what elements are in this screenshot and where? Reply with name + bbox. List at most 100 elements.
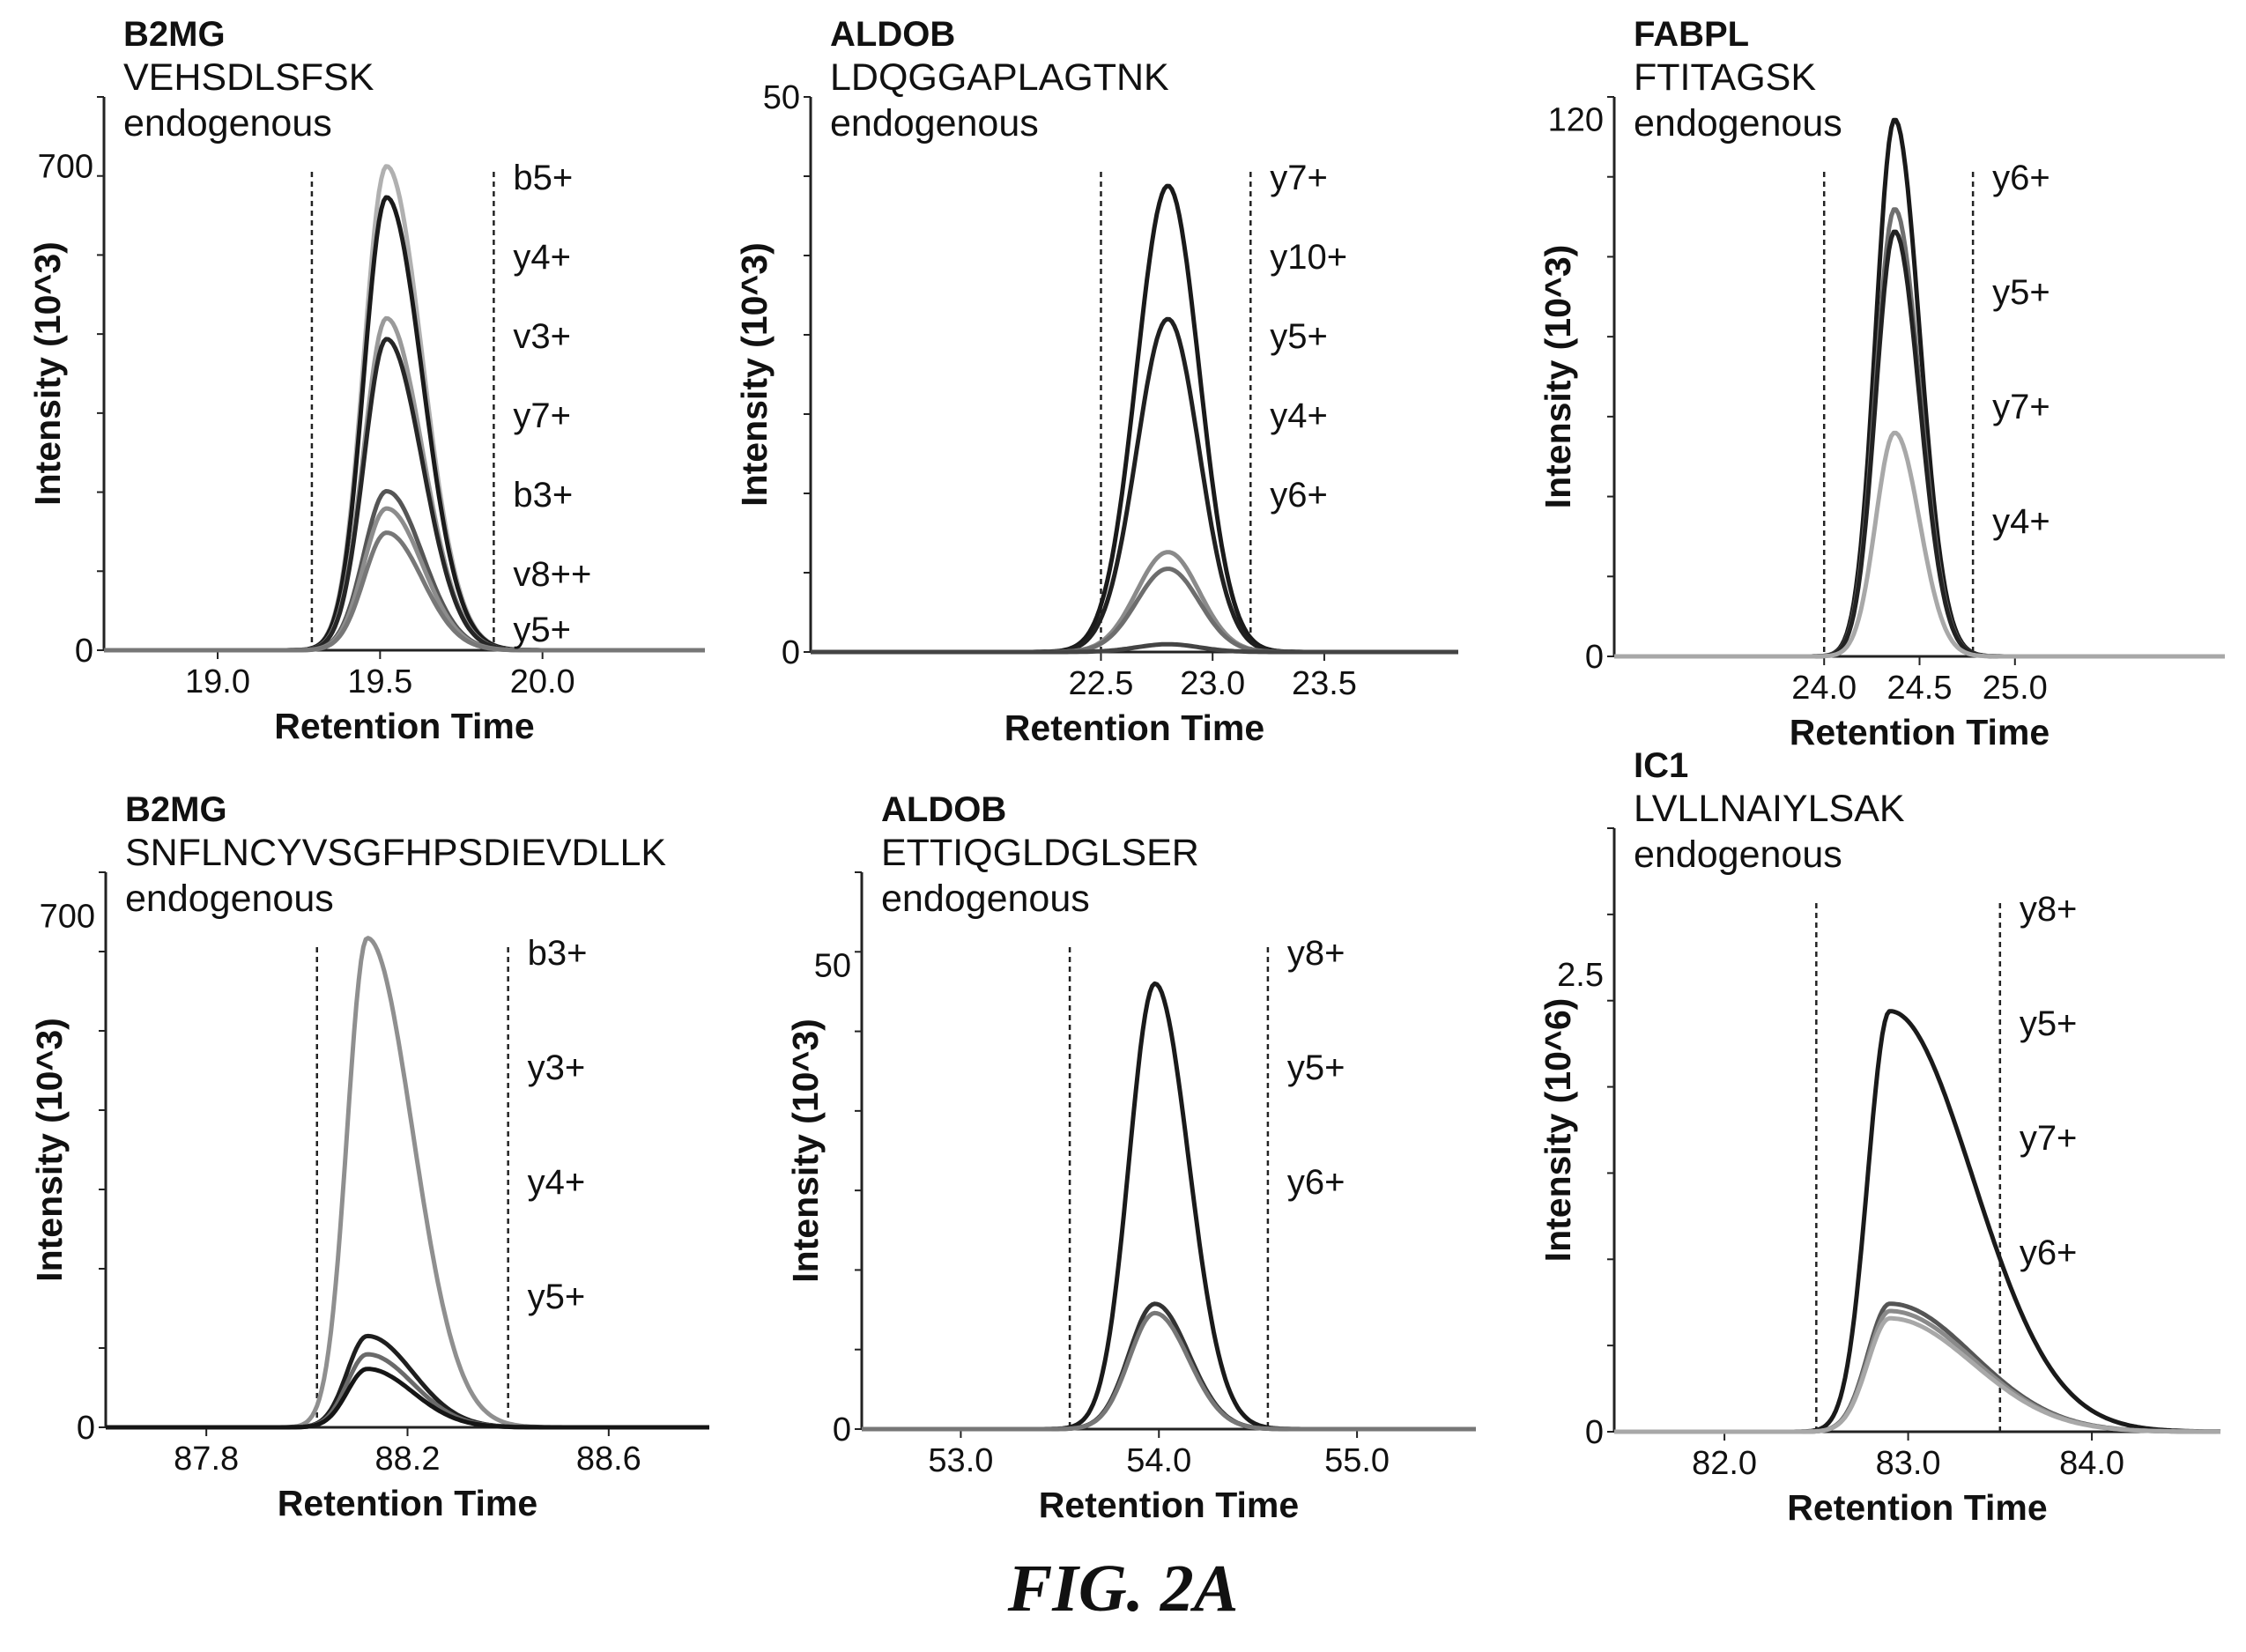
peak-trace-y8plus [862, 981, 1476, 1432]
peak-trace-b3plus [106, 936, 709, 1430]
peak-trace-y4plus [811, 567, 1458, 655]
ion-label: v3+ [513, 317, 571, 356]
peak-trace-y3plus [106, 1333, 709, 1430]
ion-label: y6+ [1270, 476, 1328, 515]
ion-label: y7+ [1992, 388, 2050, 426]
peptide-sequence: VEHSDLSFSK [123, 56, 374, 99]
ion-label: b5+ [513, 159, 573, 197]
x-tick-label: 54.0 [1126, 1442, 1191, 1479]
peak-trace-y4plus [104, 195, 705, 653]
chart-panel-2: 0 50 22.5 23.0 23.5 Retention Time Intensity (… [734, 15, 1458, 748]
sample-type-label: endogenous [830, 102, 1039, 144]
ion-label: y5+ [1287, 1048, 1345, 1087]
protein-name: FABPL [1634, 15, 1749, 54]
chart-panel-1: 0 700 19.0 19.5 20.0 Retention Time Intensity … [27, 15, 705, 746]
ion-label: y5+ [528, 1278, 586, 1316]
sample-type-label: endogenous [1634, 833, 1842, 876]
peak-trace-v8plusplus [104, 506, 705, 653]
ion-label: y7+ [513, 396, 571, 435]
protein-name: B2MG [125, 790, 227, 829]
ion-label: b3+ [528, 934, 588, 973]
x-tick-label: 23.5 [1292, 665, 1357, 702]
x-tick-label: 20.0 [510, 663, 575, 700]
ion-label: y6+ [1992, 159, 2050, 197]
x-tick-label: 19.5 [347, 663, 412, 700]
y-tick-label: 0 [782, 634, 800, 671]
ion-label: b3+ [513, 476, 573, 515]
y-tick-label: 700 [38, 149, 93, 186]
peak-trace-y5plus [1614, 207, 2225, 659]
ion-label: y10+ [1270, 238, 1347, 277]
peptide-sequence: ETTIQGLDGLSER [881, 832, 1199, 874]
peak-trace-y7plus [1614, 229, 2225, 659]
chart-panel-3: 0 120 24.0 24.5 25.0 Retention Time Intensity … [1538, 15, 2225, 752]
x-tick-label: 83.0 [1876, 1445, 1941, 1482]
y-axis-title: Intensity (10^3) [29, 1018, 70, 1282]
x-tick-label: 53.0 [928, 1442, 993, 1479]
ion-label: y5+ [513, 611, 571, 649]
peak-trace-y5plus [104, 530, 705, 653]
protein-name: ALDOB [830, 15, 955, 54]
peptide-sequence: LDQGGAPLAGTNK [830, 56, 1169, 99]
y-tick-label: 0 [77, 1410, 95, 1447]
x-axis-title: Retention Time [1790, 712, 2050, 752]
peptide-sequence: LVLLNAIYLSAK [1634, 788, 1905, 830]
y-tick-label: 0 [75, 633, 93, 670]
y-tick-label: 50 [814, 947, 851, 984]
ion-label: y4+ [528, 1163, 586, 1202]
peak-trace-b3plus [104, 489, 705, 653]
x-tick-label: 24.0 [1791, 670, 1857, 707]
chart-panel-6: 0 2.5 82.0 83.0 84.0 Retention Time Intensity … [1538, 746, 2221, 1528]
sample-type-label: endogenous [123, 102, 332, 144]
ion-label: y8+ [2020, 890, 2078, 929]
y-axis-title: Intensity (10^3) [734, 242, 775, 507]
protein-name: IC1 [1634, 746, 1688, 785]
x-axis-title: Retention Time [274, 706, 534, 746]
ion-label: y8+ [1287, 934, 1345, 973]
chart-panel-4: 0 700 87.8 88.2 88.6 Retention Time Intensity … [29, 790, 709, 1523]
peak-trace-y8plus [1614, 1009, 2220, 1434]
x-tick-label: 23.0 [1180, 665, 1245, 702]
ion-label: y4+ [1270, 396, 1328, 435]
x-tick-label: 88.2 [375, 1441, 441, 1478]
sample-type-label: endogenous [881, 878, 1090, 920]
protein-name: B2MG [123, 15, 226, 54]
sample-type-label: endogenous [125, 878, 334, 920]
x-tick-label: 82.0 [1692, 1445, 1757, 1482]
y-axis-title: Intensity (10^3) [785, 1019, 826, 1283]
y-axis-title: Intensity (10^3) [27, 241, 68, 506]
x-axis-title: Retention Time [278, 1483, 537, 1523]
x-tick-label: 25.0 [1983, 670, 2048, 707]
x-axis-title: Retention Time [1004, 707, 1264, 748]
peak-trace-y5plus [106, 1367, 709, 1430]
peptide-sequence: FTITAGSK [1634, 56, 1816, 99]
ion-label: v8++ [513, 555, 591, 594]
y-axis-title: Intensity (10^3) [1538, 245, 1578, 509]
x-axis-title: Retention Time [1039, 1485, 1299, 1525]
x-tick-label: 24.5 [1887, 670, 1953, 707]
ion-label: y6+ [2020, 1233, 2078, 1272]
ion-label: y5+ [1270, 317, 1328, 356]
peptide-sequence: SNFLNCYVSGFHPSDIEVDLLK [125, 832, 666, 874]
ion-label: y4+ [1992, 502, 2050, 541]
y-tick-label: 2.5 [1557, 957, 1604, 994]
peak-trace-y6plus [862, 1310, 1476, 1432]
y-tick-label: 0 [1585, 639, 1604, 676]
chart-panel-5: 0 50 53.0 54.0 55.0 Retention Time Intensity (… [785, 790, 1476, 1525]
ion-label: y6+ [1287, 1163, 1345, 1202]
peak-trace-y4plus [1614, 430, 2225, 659]
peak-trace-y6plus [1614, 1315, 2220, 1434]
ion-label: y5+ [1992, 273, 2050, 312]
x-axis-title: Retention Time [1787, 1487, 2047, 1528]
x-tick-label: 87.8 [174, 1441, 239, 1478]
ion-label: y7+ [2020, 1119, 2078, 1158]
x-tick-label: 84.0 [2059, 1445, 2124, 1482]
figure-caption: FIG. 2A [1007, 1552, 1239, 1626]
x-tick-label: 22.5 [1068, 665, 1133, 702]
peak-trace-y7plus [104, 337, 705, 653]
x-tick-label: 88.6 [576, 1441, 641, 1478]
y-axis-title: Intensity (10^6) [1538, 998, 1578, 1263]
x-tick-label: 55.0 [1324, 1442, 1390, 1479]
y-tick-label: 120 [1548, 101, 1604, 138]
